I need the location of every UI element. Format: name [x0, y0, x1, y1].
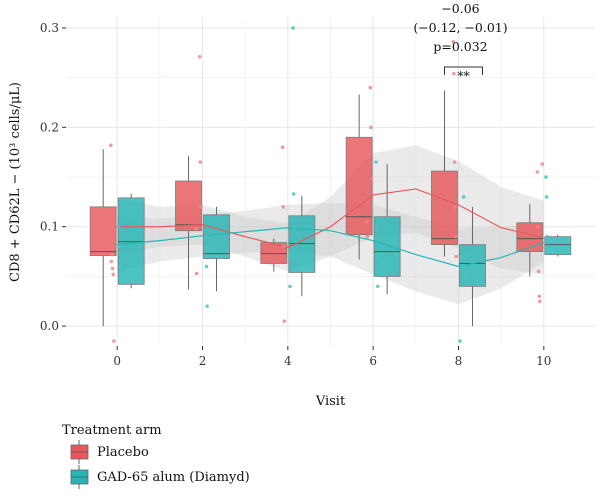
annotation-line-0: −0.06 [441, 1, 479, 16]
data-point-diamyd [544, 195, 549, 199]
x-tick-label: 4 [284, 354, 292, 368]
data-point-diamyd [375, 284, 380, 289]
data-point-diamyd [291, 192, 296, 196]
data-point-diamyd [292, 224, 297, 229]
data-point-placebo [369, 125, 373, 130]
data-point-placebo [454, 254, 459, 259]
data-point-placebo [109, 259, 114, 264]
data-point-placebo [540, 162, 545, 166]
data-point-placebo [194, 271, 199, 276]
data-point-diamyd [117, 244, 122, 249]
data-point-placebo [452, 160, 457, 164]
x-tick-label: 0 [113, 354, 121, 368]
legend-diamyd-label: GAD-65 alum (Diamyd) [97, 470, 250, 485]
y-tick-label: 0.1 [40, 220, 59, 234]
data-point-diamyd [374, 160, 378, 164]
data-point-placebo [110, 266, 115, 271]
data-point-placebo [537, 294, 542, 299]
data-point-placebo [111, 272, 115, 277]
data-point-diamyd [463, 274, 467, 279]
data-point-placebo [280, 145, 285, 150]
y-tick-label: 0.0 [40, 319, 59, 333]
data-point-placebo [110, 252, 114, 257]
significance-bracket [443, 66, 483, 75]
box-placebo-visit-0 [89, 206, 117, 256]
data-point-placebo [453, 205, 457, 209]
annotation-line-1: (−0.12, −0.01) [413, 20, 507, 35]
data-point-placebo [538, 299, 542, 304]
x-tick-label: 10 [536, 354, 551, 368]
box-placebo-visit-8 [431, 170, 458, 246]
box-placebo-visit-2 [175, 180, 202, 232]
data-point-placebo [364, 219, 369, 224]
box-diamyd-visit-2 [203, 214, 230, 259]
y-tick-label: 0.3 [40, 21, 59, 35]
box-placebo-visit-6 [345, 136, 373, 236]
trend-line-placebo [117, 188, 544, 249]
legend-title: Treatment arm [62, 423, 162, 438]
trend-line-diamyd [117, 227, 545, 268]
data-point-diamyd [288, 284, 292, 289]
legend-placebo-label: Placebo [97, 445, 149, 460]
data-point-placebo [281, 205, 286, 209]
data-point-diamyd [204, 234, 208, 239]
data-point-placebo [536, 224, 540, 229]
data-point-placebo [197, 54, 202, 59]
data-point-placebo [108, 143, 113, 148]
data-point-placebo [111, 339, 116, 343]
data-point-placebo [282, 244, 286, 249]
data-point-diamyd [375, 254, 379, 259]
x-tick-label: 6 [369, 354, 377, 368]
x-axis-title: Visit [315, 394, 346, 409]
data-point-diamyd [287, 254, 292, 259]
data-point-diamyd [116, 224, 121, 229]
data-point-placebo [369, 177, 374, 181]
box-diamyd-visit-10 [544, 236, 572, 255]
data-point-diamyd [544, 175, 548, 179]
data-point-placebo [282, 319, 287, 323]
data-point-diamyd [462, 264, 467, 269]
data-point-diamyd [458, 339, 462, 343]
data-point-placebo [198, 160, 203, 164]
significance-stars: ** [457, 68, 470, 83]
data-point-placebo [365, 234, 370, 239]
data-point-placebo [199, 205, 203, 209]
data-point-placebo [535, 170, 540, 174]
data-point-placebo [451, 40, 456, 44]
data-point-placebo [452, 71, 456, 76]
y-tick-label: 0.2 [40, 120, 59, 134]
annotation-line-2: p=0.032 [433, 39, 487, 54]
data-point-diamyd [205, 304, 209, 309]
data-point-diamyd [461, 195, 466, 199]
y-axis-title: CD8 + CD62L − (10³ cells/μL) [8, 82, 23, 282]
data-point-diamyd [546, 244, 550, 249]
data-point-diamyd [118, 264, 122, 269]
x-tick-label: 8 [455, 354, 463, 368]
data-point-placebo [536, 269, 541, 274]
data-point-diamyd [374, 224, 379, 229]
box-diamyd-visit-6 [373, 216, 401, 277]
data-point-diamyd [291, 26, 295, 30]
data-point-placebo [453, 234, 458, 239]
data-point-diamyd [545, 234, 550, 239]
data-point-diamyd [204, 264, 209, 269]
x-tick-label: 2 [199, 354, 207, 368]
data-point-placebo [368, 85, 373, 90]
data-point-placebo [194, 226, 198, 231]
